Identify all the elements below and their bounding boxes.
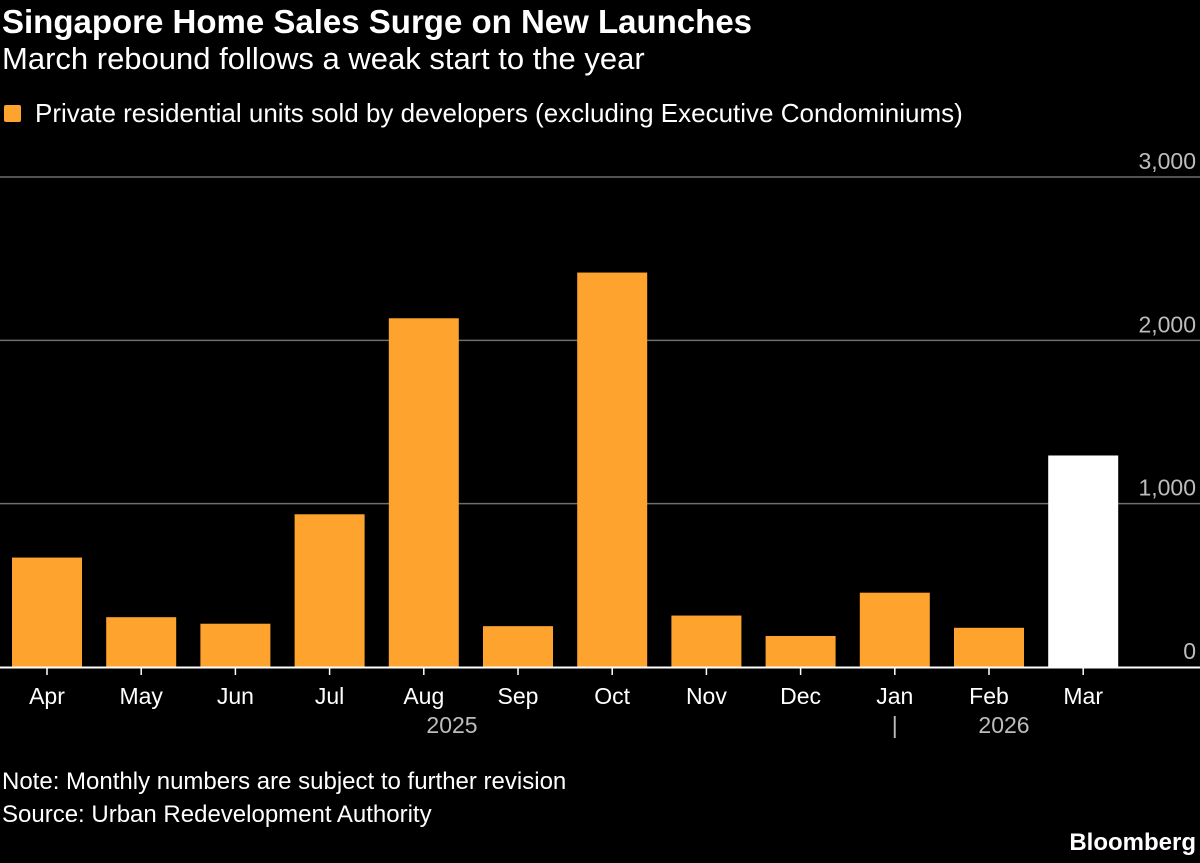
bar: [765, 635, 836, 667]
x-tick-label: Mar: [1063, 683, 1103, 709]
bar: [859, 592, 930, 667]
bar: [954, 627, 1024, 667]
y-tick-label: 2,000: [1138, 311, 1196, 337]
bar: [200, 623, 271, 667]
bar: [106, 617, 177, 667]
chart-subtitle: March rebound follows a weak start to th…: [2, 41, 645, 76]
x-tick-label: Oct: [594, 683, 630, 709]
bar: [577, 272, 648, 667]
x-tick-label: Sep: [498, 683, 539, 709]
x-tick-label: Nov: [686, 683, 727, 709]
x-tick-label: May: [119, 683, 163, 709]
legend: Private residential units sold by develo…: [4, 96, 963, 130]
chart-title: Singapore Home Sales Surge on New Launch…: [2, 3, 753, 40]
chart-note: Note: Monthly numbers are subject to fur…: [2, 768, 567, 795]
legend-label: Private residential units sold by develo…: [35, 97, 963, 128]
bar: [12, 557, 82, 667]
bar: [483, 626, 553, 667]
x-tick-label: Aug: [403, 683, 444, 709]
x-tick-label: Jun: [217, 683, 254, 709]
bloomberg-logo: Bloomberg: [1069, 829, 1196, 856]
bar: [294, 514, 365, 667]
x-tick-label: Jul: [315, 683, 344, 709]
bar: [388, 318, 459, 667]
x-tick-label: Dec: [780, 683, 821, 709]
year-label: 2026: [978, 712, 1029, 738]
y-tick-label: 0: [1183, 638, 1196, 664]
bar: [1048, 455, 1119, 667]
legend-swatch: [4, 104, 21, 122]
chart-source: Source: Urban Redevelopment Authority: [2, 801, 432, 828]
x-tick-label: Apr: [29, 683, 65, 709]
x-tick-label: Jan: [876, 683, 913, 709]
year-divider: |: [892, 712, 898, 738]
bar: [671, 615, 742, 667]
x-tick-label: Feb: [969, 683, 1009, 709]
y-tick-label: 1,000: [1138, 475, 1196, 501]
year-label: 2025: [426, 712, 477, 738]
y-tick-label: 3,000: [1138, 148, 1196, 174]
